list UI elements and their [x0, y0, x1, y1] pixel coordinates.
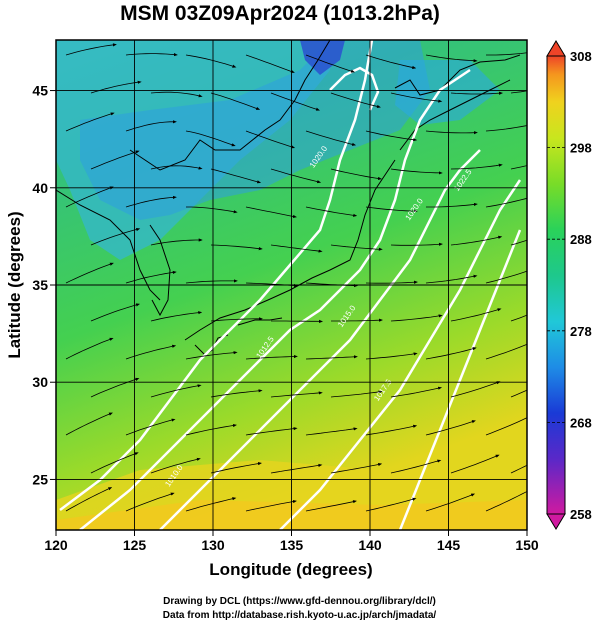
x-tick-label: 135 [280, 537, 304, 553]
colorbar-tick-label: 258 [570, 507, 592, 522]
x-tick-label: 130 [201, 537, 225, 553]
wind-streamlines [65, 43, 527, 512]
isobars [59, 40, 522, 530]
colorbar-tick-label: 268 [570, 415, 592, 430]
weather-map: 1010.01012.51015.01017.51020.01022.51020… [5, 39, 592, 579]
y-axis-label: Latitude (degrees) [5, 211, 24, 358]
x-tick-label: 145 [437, 537, 461, 553]
y-tick-label: 30 [32, 374, 48, 390]
y-tick-label: 35 [32, 277, 48, 293]
colorbar-bottom-arrow [546, 513, 566, 530]
x-tick-label: 150 [515, 537, 539, 553]
x-axis-label: Longitude (degrees) [209, 560, 372, 579]
colorbar-tick-label: 308 [570, 49, 592, 64]
y-tick-label: 25 [32, 471, 48, 487]
colorbar-tick-label: 288 [570, 232, 592, 247]
colorbar-tick-label: 278 [570, 324, 592, 339]
colorbar: 258 268 278 288 298 308 [546, 40, 592, 530]
colorbar-tick-label: 298 [570, 141, 592, 156]
x-tick-label: 140 [358, 537, 382, 553]
map-title: MSM 03Z09Apr2024 (1013.2hPa) [120, 2, 440, 25]
credit-drawing: Drawing by DCL (https://www.gfd-dennou.o… [163, 596, 436, 607]
y-tick-label: 45 [32, 83, 48, 99]
x-axis-ticks: 120 125 130 135 140 145 150 [44, 530, 539, 553]
y-tick-label: 40 [32, 180, 48, 196]
lat-lon-grid [56, 40, 527, 530]
x-tick-label: 120 [44, 537, 68, 553]
colorbar-top-arrow [546, 40, 566, 57]
x-tick-label: 125 [123, 537, 147, 553]
y-axis-ticks: 25 30 35 40 45 [32, 83, 56, 487]
credit-data: Data from http://database.rish.kyoto-u.a… [162, 610, 437, 621]
